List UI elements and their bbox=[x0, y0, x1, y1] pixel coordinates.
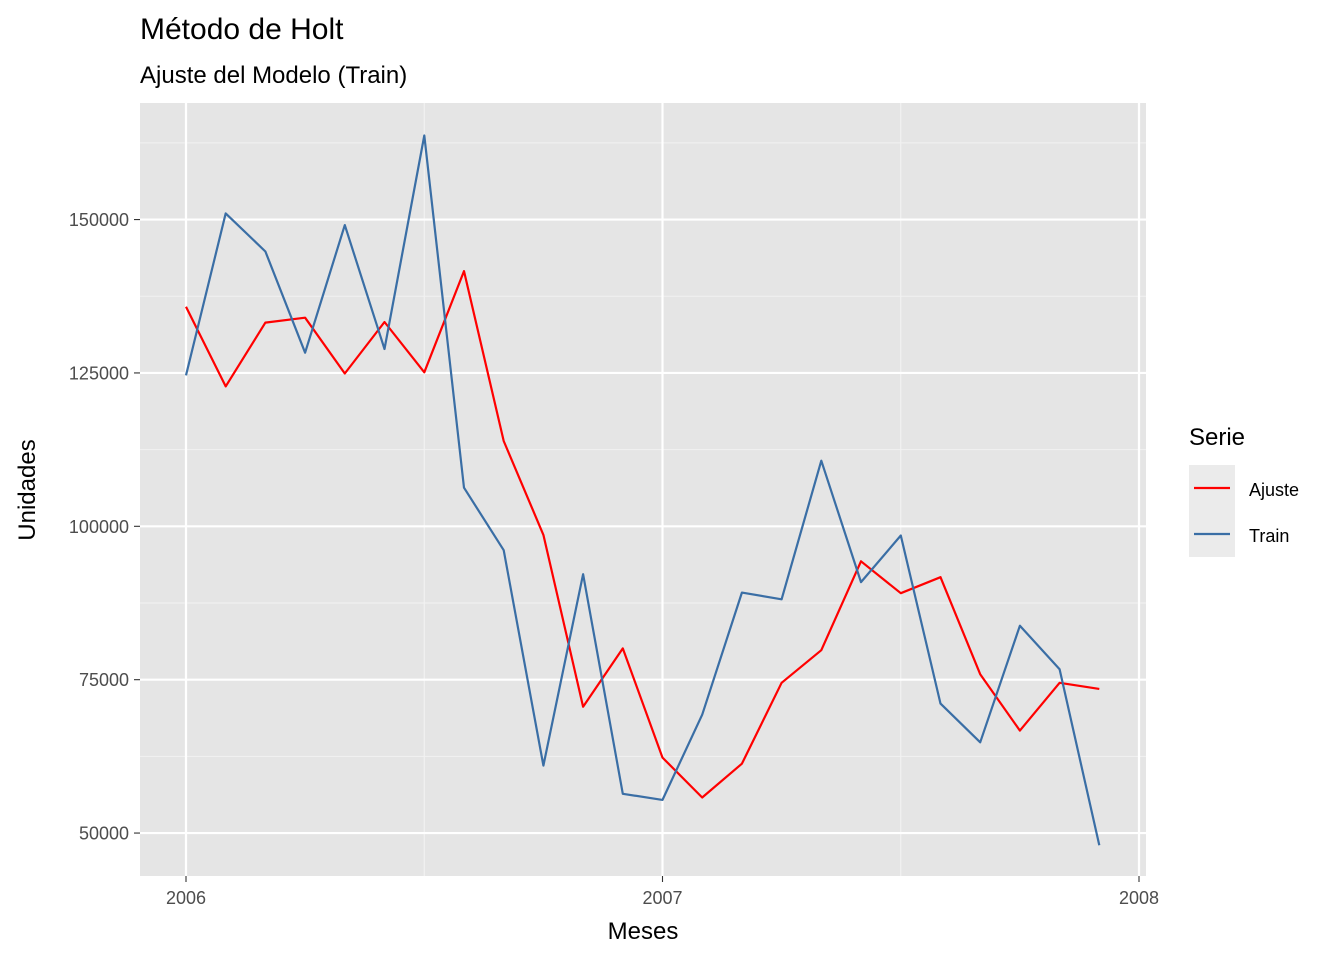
y-tick-label: 125000 bbox=[69, 363, 129, 383]
y-tick-label: 150000 bbox=[69, 210, 129, 230]
series-line-ajuste bbox=[185, 270, 1100, 799]
legend-label-train: Train bbox=[1249, 526, 1289, 546]
chart-subtitle: Ajuste del Modelo (Train) bbox=[140, 62, 407, 89]
x-axis: 2006 2007 2008 bbox=[166, 876, 1159, 908]
y-tick-label: 50000 bbox=[79, 824, 129, 844]
legend: Serie Ajuste Train bbox=[1189, 424, 1299, 557]
x-axis-title: Meses bbox=[608, 918, 679, 945]
plot-panel bbox=[140, 103, 1146, 876]
chart-title: Método de Holt bbox=[140, 13, 344, 46]
x-tick-label: 2008 bbox=[1119, 888, 1159, 908]
x-tick-label: 2006 bbox=[166, 888, 206, 908]
major-gridlines bbox=[140, 103, 1146, 876]
y-axis: 50000 75000 100000 125000 150000 bbox=[69, 210, 140, 844]
series-line-train bbox=[184, 134, 1101, 846]
legend-label-ajuste: Ajuste bbox=[1249, 480, 1299, 500]
y-tick-label: 75000 bbox=[79, 670, 129, 690]
minor-gridlines bbox=[140, 103, 1146, 876]
y-axis-title: Unidades bbox=[14, 439, 41, 540]
legend-title: Serie bbox=[1189, 424, 1245, 451]
x-tick-label: 2007 bbox=[642, 888, 682, 908]
series-lines bbox=[184, 134, 1101, 846]
y-tick-label: 100000 bbox=[69, 517, 129, 537]
